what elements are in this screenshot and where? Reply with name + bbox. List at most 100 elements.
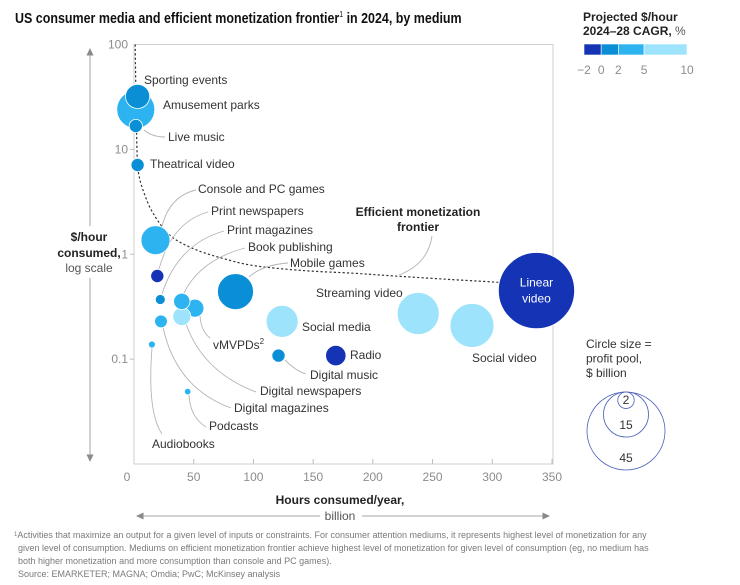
bubble-label: Linear bbox=[520, 276, 553, 290]
x-tick-label: 150 bbox=[303, 470, 323, 484]
bubble-audiobooks bbox=[147, 340, 156, 349]
leader-line bbox=[284, 359, 307, 375]
bubble-radio bbox=[325, 344, 347, 367]
bubble-label: Live music bbox=[168, 130, 225, 144]
bubble-label-text: Print magazines bbox=[227, 223, 313, 237]
bubble-label: Theatrical video bbox=[150, 157, 235, 171]
bubble-social-media bbox=[265, 304, 299, 338]
bubble-label: Streaming video bbox=[316, 286, 403, 300]
x-tick-label: 200 bbox=[363, 470, 383, 484]
bubbles bbox=[116, 83, 575, 396]
color-legend-tick-label: −2 bbox=[577, 63, 591, 77]
bubble-live-music bbox=[128, 119, 143, 134]
footnote-line: 1Activities that maximize an output for … bbox=[14, 529, 649, 542]
bubble-label-text: Live music bbox=[168, 130, 225, 144]
bubble-label-text: Radio bbox=[350, 348, 382, 362]
bubble-label-text: Social video bbox=[472, 351, 537, 365]
leader-line bbox=[162, 326, 232, 409]
bubble-label: Audiobooks bbox=[152, 437, 215, 451]
bubble-digital-magazines bbox=[154, 314, 168, 329]
bubble-mobile-games bbox=[217, 273, 254, 311]
bubble-label-text: Podcasts bbox=[209, 419, 258, 433]
bubble-print-magazines bbox=[154, 294, 166, 305]
bubble-digital-newspapers bbox=[172, 307, 192, 326]
bubble-label: Book publishing bbox=[248, 240, 333, 254]
y-tick-label: 0.1 bbox=[111, 352, 128, 366]
color-legend-tick-label: 10 bbox=[680, 63, 694, 77]
leader-line bbox=[158, 211, 209, 270]
x-tick-label: 350 bbox=[542, 470, 562, 484]
bubble-social-video bbox=[449, 303, 495, 348]
footnote-text: Activities that maximize an output for a… bbox=[17, 530, 647, 540]
chart-title-rest: in 2024, by medium bbox=[343, 11, 462, 27]
footnote-line: given level of consumption. Mediums on e… bbox=[18, 543, 649, 553]
chart-title-text: US consumer media and efficient monetiza… bbox=[15, 11, 340, 27]
y-tick-label: 1 bbox=[121, 247, 128, 261]
bubble-label: Sporting events bbox=[144, 73, 227, 87]
leader-line bbox=[161, 230, 225, 295]
size-legend-value: 45 bbox=[619, 451, 633, 465]
bubble-label: Print magazines bbox=[227, 223, 313, 237]
color-legend-subtitle-text: 2024–28 CAGR, bbox=[583, 24, 672, 38]
bubble-sporting-events bbox=[125, 83, 151, 109]
color-legend-swatch bbox=[600, 43, 619, 56]
bubble-book-publishing bbox=[173, 292, 191, 310]
bubble-label-superscript: 2 bbox=[260, 337, 265, 346]
bubble-label: Digital music bbox=[310, 368, 378, 382]
color-legend-unit: % bbox=[672, 24, 686, 38]
leader-line bbox=[143, 129, 166, 138]
y-tick-label: 100 bbox=[108, 38, 128, 52]
bubble-label-text: Audiobooks bbox=[152, 437, 215, 451]
bubble-console-and-pc-games bbox=[140, 225, 171, 256]
bubble-label-text: Amusement parks bbox=[163, 98, 260, 112]
bubble-label: Digital newspapers bbox=[260, 384, 361, 398]
bubble-digital-music bbox=[271, 348, 286, 363]
bubble-label: video bbox=[522, 292, 551, 306]
footnote-line: both higher monetization and more consum… bbox=[18, 556, 332, 566]
bubble-label: Radio bbox=[350, 348, 382, 362]
size-legend-title: $ billion bbox=[586, 366, 627, 380]
size-legend-title: Circle size = bbox=[586, 337, 652, 351]
bubble-label-text: Console and PC games bbox=[198, 182, 325, 196]
x-tick-label: 50 bbox=[187, 470, 201, 484]
footnotes: 1Activities that maximize an output for … bbox=[14, 529, 649, 581]
bubble-label-text: Book publishing bbox=[248, 240, 333, 254]
footnote-marker: 1 bbox=[14, 532, 18, 538]
bubble-label: Podcasts bbox=[209, 419, 258, 433]
color-legend-tick-label: 0 bbox=[598, 63, 605, 77]
y-axis-title: consumed, bbox=[57, 246, 120, 260]
x-tick-label: 0 bbox=[124, 470, 131, 484]
size-legend-value: 15 bbox=[619, 418, 633, 432]
x-tick-label: 100 bbox=[243, 470, 263, 484]
frontier-label: frontier bbox=[397, 220, 439, 234]
bubble-label-text: Mobile games bbox=[290, 256, 365, 270]
color-legend-title: Projected $/hour bbox=[583, 10, 678, 24]
size-legend-title: profit pool, bbox=[586, 352, 642, 366]
leader-line bbox=[185, 323, 257, 393]
bubble-labels: Sporting events Amusement parks Live music… bbox=[144, 73, 553, 451]
leader-line bbox=[199, 315, 211, 339]
x-axis-unit: billion bbox=[325, 509, 356, 523]
bubble-label-text: Sporting events bbox=[144, 73, 227, 87]
color-legend-tick-label: 2 bbox=[615, 63, 622, 77]
bubble-label-text: Theatrical video bbox=[150, 157, 235, 171]
bubble-linear-video bbox=[497, 252, 575, 330]
arrow-right-icon bbox=[542, 512, 550, 520]
arrow-left-icon bbox=[136, 512, 144, 520]
x-tick-label: 250 bbox=[423, 470, 443, 484]
bubble-label: Mobile games bbox=[290, 256, 365, 270]
frontier-label: Efficient monetization bbox=[356, 205, 481, 219]
size-legend: Circle size =profit pool,$ billion 45 15 2 bbox=[586, 337, 666, 471]
y-tick-label: 10 bbox=[115, 142, 129, 156]
color-legend-tick-label: 5 bbox=[641, 63, 648, 77]
x-axis-title: Hours consumed/year, bbox=[276, 493, 405, 507]
leader-line bbox=[248, 262, 289, 278]
leader-line bbox=[161, 189, 197, 227]
color-legend-swatch bbox=[643, 43, 688, 56]
bubble-label: Print newspapers bbox=[211, 204, 304, 218]
bubble-theatrical-video bbox=[130, 157, 145, 172]
bubble-label: Social video bbox=[472, 351, 537, 365]
bubble-label-text: Digital music bbox=[310, 368, 378, 382]
